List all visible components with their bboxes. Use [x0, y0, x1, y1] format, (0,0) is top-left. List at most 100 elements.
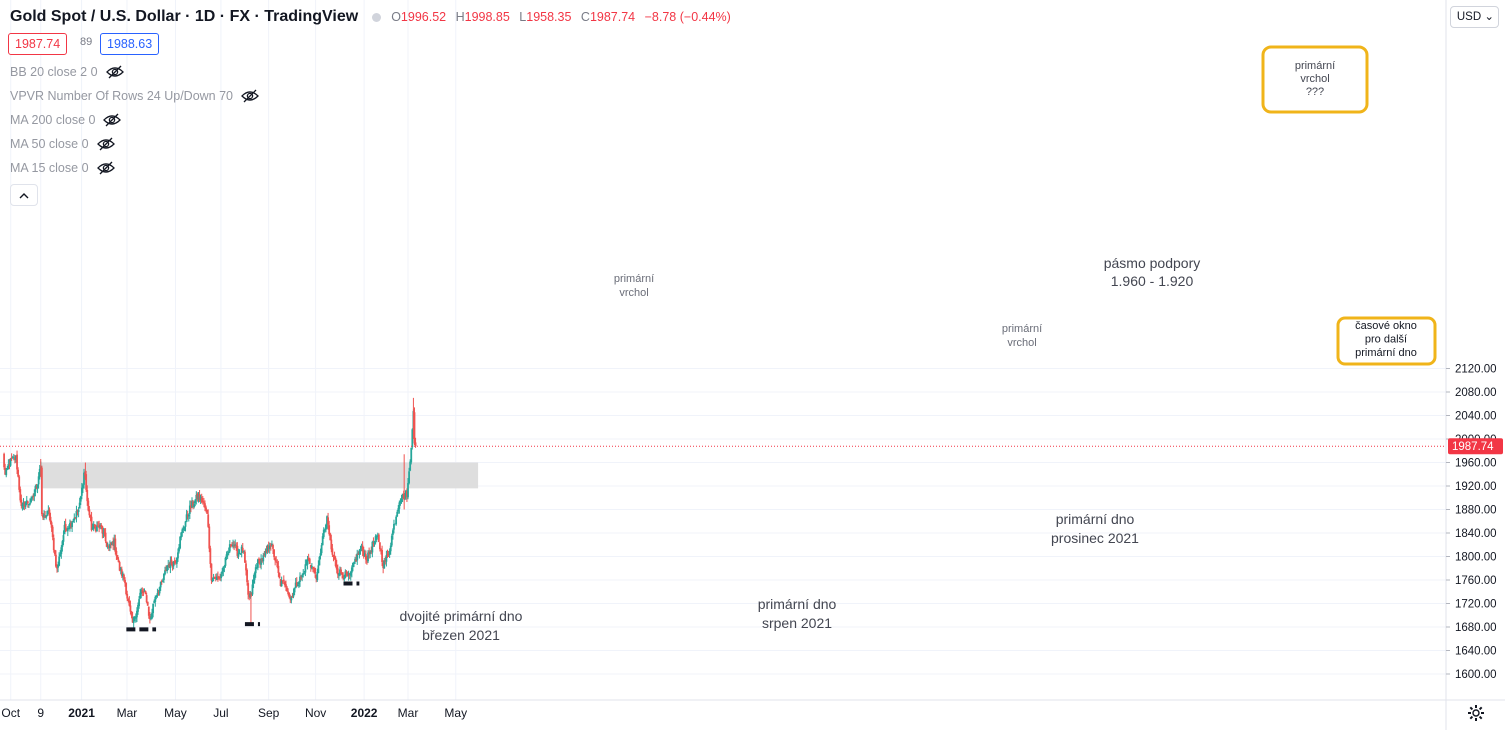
candle-body	[173, 560, 176, 563]
candle-body	[305, 563, 308, 565]
candle-body	[204, 503, 206, 508]
zone-label: pásmo podpory	[1104, 255, 1201, 271]
candle-body	[134, 616, 137, 619]
candle-body	[370, 550, 373, 552]
last-price-tag	[1448, 438, 1503, 455]
chart-grid	[0, 0, 1446, 700]
candle-body	[78, 502, 81, 509]
candle-body	[210, 563, 213, 581]
candle-body	[102, 532, 105, 535]
x-tick-label: Mar	[117, 706, 138, 720]
candle-body	[244, 551, 246, 563]
candle-body	[388, 550, 391, 555]
hidden-eye-icon[interactable]	[96, 161, 115, 175]
indicator-ma50[interactable]: MA 50 close 0	[10, 135, 115, 153]
candle-body	[377, 534, 380, 543]
candle-body	[346, 572, 349, 576]
candle-body	[330, 539, 333, 550]
candle-body	[131, 616, 134, 623]
candle-body	[123, 574, 125, 580]
hidden-eye-icon[interactable]	[241, 89, 259, 103]
chevron-down-icon: ⌄	[1484, 11, 1494, 23]
candle-body	[223, 565, 226, 568]
candle-body	[28, 503, 30, 505]
candle-body	[386, 553, 389, 555]
candle-body	[227, 551, 230, 554]
candle-body	[40, 467, 43, 515]
candle-body	[292, 592, 295, 597]
hidden-eye-icon[interactable]	[103, 113, 122, 127]
candle-body	[209, 548, 212, 564]
indicator-ma15[interactable]: MA 15 close 0	[10, 159, 115, 177]
ohlc-readout: O1996.52 H1998.85 L1958.35 C1987.74 −8.7…	[391, 10, 737, 24]
candle-body	[197, 495, 200, 500]
candle-body	[12, 457, 15, 459]
candle-body	[186, 515, 189, 517]
candle-body	[180, 532, 183, 538]
candle-body	[51, 526, 54, 538]
candle-body	[29, 503, 31, 505]
candle-body	[150, 617, 152, 620]
x-tick-label: Oct	[1, 706, 20, 720]
indicator-vpvr[interactable]: VPVR Number Of Rows 24 Up/Down 70	[10, 87, 259, 105]
candle-body	[286, 587, 288, 592]
candle-body	[130, 611, 133, 616]
candle-body	[193, 504, 196, 508]
candle-body	[17, 469, 20, 477]
candle-body	[308, 558, 311, 564]
candle-body	[279, 579, 282, 586]
high-value: 1998.85	[464, 10, 510, 24]
candle-body	[181, 529, 184, 533]
candle-body	[206, 510, 209, 514]
collapse-legend-button[interactable]	[10, 184, 38, 206]
symbol-title[interactable]: Gold Spot / U.S. Dollar · 1D · FX · Trad…	[10, 8, 359, 25]
indicator-bb[interactable]: BB 20 close 2 0	[10, 63, 124, 81]
gear-icon[interactable]	[1467, 704, 1485, 722]
candle-body	[151, 612, 153, 619]
candle-body	[362, 550, 365, 557]
indicator-label: VPVR Number Of Rows 24 Up/Down 70	[10, 89, 234, 103]
candle-body	[211, 579, 214, 581]
candle-body	[46, 510, 49, 516]
candle-body	[221, 571, 224, 574]
candle-body	[327, 517, 329, 525]
candle-body	[74, 517, 77, 519]
hidden-eye-icon[interactable]	[105, 65, 124, 79]
candle-body	[205, 507, 207, 511]
candle-body	[245, 563, 247, 571]
candle-body	[375, 536, 378, 538]
candle-body	[214, 578, 217, 580]
candle-body	[352, 562, 354, 567]
indicator-ma200[interactable]: MA 200 close 0	[10, 111, 122, 129]
low-label: L	[519, 10, 527, 24]
candle-body	[65, 528, 68, 531]
candle-body	[67, 528, 70, 530]
candle-body	[6, 468, 9, 470]
candle-body	[24, 502, 27, 507]
change-value: −8.78 (−0.44%)	[644, 10, 731, 24]
sell-price-button[interactable]: 1987.74	[8, 33, 68, 55]
buy-price-button[interactable]: 1988.63	[100, 33, 160, 55]
x-tick-label: Sep	[258, 706, 280, 720]
candle-body	[136, 610, 138, 618]
candle-body	[77, 509, 80, 512]
candle-body	[110, 543, 112, 546]
candle-body	[120, 569, 123, 576]
candle-body	[277, 565, 280, 573]
candle-body	[356, 553, 359, 561]
candle-body	[306, 558, 309, 565]
candle-body	[339, 569, 341, 576]
annotation-top-text: primární	[1295, 60, 1335, 72]
hidden-eye-icon[interactable]	[96, 137, 115, 151]
candle-body	[358, 550, 361, 555]
currency-select[interactable]: USD ⌄	[1449, 6, 1499, 28]
candle-body	[219, 577, 221, 579]
candle-body	[191, 501, 193, 508]
candle-body	[238, 552, 241, 554]
candle-body	[400, 499, 403, 502]
candle-body	[53, 549, 56, 555]
candle-body	[207, 514, 210, 527]
candle-body	[119, 568, 122, 570]
support-zone	[40, 462, 479, 489]
